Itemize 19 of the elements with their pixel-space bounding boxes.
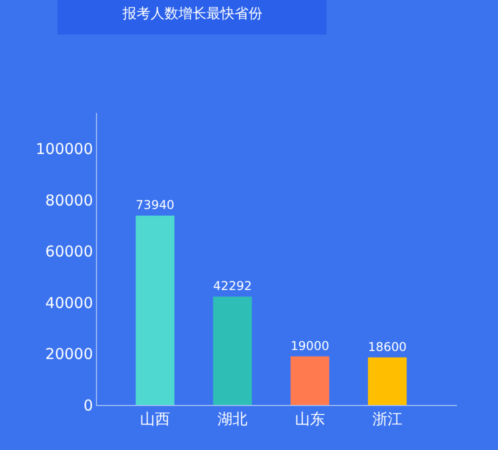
x-tick-label: 浙江: [372, 410, 402, 428]
y-tick-label: 0: [83, 396, 93, 414]
y-tick-label: 40000: [45, 294, 93, 312]
y-tick-label: 20000: [45, 345, 93, 364]
bar: [290, 356, 330, 405]
bar: [136, 216, 174, 405]
data-label: 18600: [368, 340, 407, 354]
data-label: 73940: [136, 198, 174, 212]
y-tick-label: 60000: [45, 242, 93, 261]
chart-title: 报考人数增长最快省份: [122, 6, 262, 22]
x-tick-label: 山东: [294, 410, 325, 428]
x-tick-label: 湖北: [217, 410, 248, 428]
y-tick-label: 80000: [45, 191, 93, 210]
data-label: 42292: [213, 279, 252, 294]
data-label: 19000: [290, 338, 330, 353]
y-tick-label: 100000: [36, 140, 93, 158]
bar: [368, 357, 407, 405]
bar: [213, 296, 252, 405]
x-tick-label: 山西: [140, 410, 170, 428]
